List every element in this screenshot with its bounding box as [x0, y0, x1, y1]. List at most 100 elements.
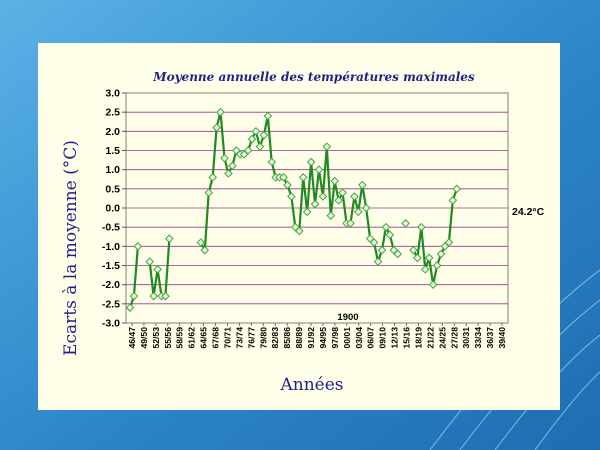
data-point — [350, 192, 359, 201]
y-tick-label: -2.5 — [102, 298, 120, 310]
data-point — [377, 245, 387, 255]
x-tick-label: 52/53 — [151, 327, 161, 349]
mean-temperature-label: 24.2°C — [512, 206, 545, 218]
y-tick-label: 1.0 — [105, 164, 120, 176]
x-tick-label: 30/31 — [461, 327, 471, 349]
data-point — [354, 207, 363, 217]
x-tick-label: 21/22 — [425, 327, 435, 349]
x-tick-label: 58/59 — [175, 327, 185, 349]
x-tick-label: 70/71 — [222, 327, 232, 349]
data-point — [432, 261, 442, 270]
data-point — [302, 207, 312, 217]
x-tick-label: 73/74 — [234, 327, 244, 349]
x-tick-label: 27/28 — [449, 327, 459, 349]
data-point — [385, 230, 395, 240]
data-point — [259, 130, 269, 140]
data-point — [200, 245, 210, 255]
chart-title: Moyenne annuelle des températures maxima… — [152, 70, 475, 84]
series-line-segment — [412, 188, 458, 286]
x-tick-label: 76/77 — [246, 327, 256, 349]
y-tick-label: 2.5 — [105, 107, 120, 119]
data-point — [448, 196, 458, 205]
grid-lines — [122, 92, 508, 324]
y-tick-label: -1.0 — [102, 241, 120, 253]
data-point — [381, 222, 391, 232]
data-point — [125, 303, 135, 312]
x-tick-label: 64/65 — [199, 327, 209, 349]
y-axis-label: Ecarts à la moyenne (°C) — [61, 140, 81, 356]
x-tick-label: 24/25 — [437, 327, 447, 349]
x-axis-label: Années — [279, 375, 343, 395]
x-tick-label: 55/56 — [163, 327, 173, 349]
chart-card: Moyenne annuelle des températures maxima… — [38, 43, 560, 410]
data-point — [149, 291, 158, 301]
x-tick-label: 12/13 — [390, 327, 400, 349]
data-point — [165, 234, 174, 243]
data-point — [204, 188, 214, 197]
data-point — [283, 180, 292, 190]
data-point — [161, 291, 170, 301]
y-tick-label: 2.0 — [105, 126, 120, 138]
data-point — [424, 253, 434, 263]
y-tick-label: -1.5 — [102, 260, 120, 272]
data-point — [428, 280, 438, 289]
data-point — [294, 226, 304, 236]
x-tick-label: 09/10 — [378, 327, 388, 349]
series-markers — [125, 107, 462, 312]
data-point — [373, 257, 383, 266]
data-point — [310, 199, 320, 209]
data-point — [314, 165, 324, 174]
data-point — [393, 249, 403, 259]
data-point — [279, 173, 288, 182]
x-tick-label: 49/50 — [139, 327, 149, 349]
x-tick-label: 79/80 — [258, 327, 268, 349]
x-tick-label: 33/34 — [473, 327, 483, 349]
data-point — [306, 157, 316, 167]
y-tick-label: -3.0 — [102, 318, 120, 330]
x-tick-label: 36/37 — [485, 327, 495, 349]
data-point — [338, 188, 347, 197]
data-point — [224, 169, 233, 178]
data-point — [263, 111, 273, 121]
series-line-segment — [148, 238, 171, 298]
data-point — [267, 157, 277, 167]
data-point — [409, 245, 418, 255]
data-point — [145, 257, 154, 266]
data-point — [196, 238, 206, 247]
data-point — [153, 265, 162, 274]
x-tick-label: 94/95 — [318, 327, 328, 349]
data-point — [212, 123, 221, 132]
data-point — [357, 180, 367, 190]
data-point — [228, 161, 237, 171]
data-point — [420, 265, 430, 274]
data-point — [287, 192, 296, 201]
x-tick-labels: 46/47 49/50 52/53 55/56 58/59 61/62 64/65 67/68… — [127, 323, 507, 349]
data-point — [436, 249, 446, 259]
x-tick-label: 03/04 — [354, 327, 364, 349]
data-point — [255, 142, 265, 151]
x-tick-label: 82/83 — [270, 327, 280, 349]
x-tick-label: 39/40 — [497, 327, 507, 349]
x-tick-label: 85/86 — [282, 327, 292, 349]
data-point — [208, 173, 217, 182]
x-tick-label: 15/16 — [402, 327, 412, 349]
data-point — [322, 142, 332, 151]
data-point — [401, 219, 410, 228]
x-tick-label: 97/98 — [330, 327, 340, 349]
data-point — [243, 146, 253, 155]
y-tick-label: 0.5 — [105, 183, 120, 195]
y-tick-label: 3.0 — [105, 88, 120, 100]
x-tick-label: 61/62 — [187, 327, 197, 349]
chart-svg: Moyenne annuelle des températures maxima… — [61, 70, 545, 395]
data-point — [334, 196, 343, 205]
data-point — [216, 107, 225, 117]
data-point — [251, 127, 261, 136]
data-point — [369, 238, 379, 247]
data-point — [220, 153, 229, 163]
data-point — [417, 222, 426, 232]
x-tick-label: 46/47 — [127, 327, 137, 349]
y-tick-label: -0.5 — [102, 222, 120, 234]
data-point — [129, 291, 139, 301]
data-point — [444, 238, 454, 247]
x-tick-label: 67/68 — [211, 327, 221, 349]
